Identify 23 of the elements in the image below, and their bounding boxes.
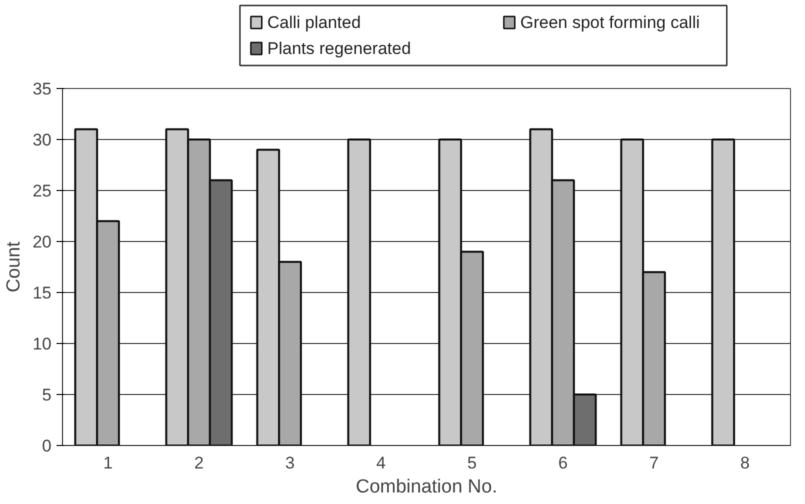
x-tick-label: 1 bbox=[103, 454, 113, 472]
y-tick-label: 35 bbox=[32, 80, 52, 98]
x-tick-label: 5 bbox=[467, 454, 477, 472]
y-tick-label: 15 bbox=[32, 284, 52, 302]
x-tick-label: 2 bbox=[194, 454, 204, 472]
legend-label: Green spot forming calli bbox=[520, 13, 700, 32]
y-tick-label: 5 bbox=[42, 386, 52, 404]
y-tick-label: 30 bbox=[32, 130, 52, 150]
bar bbox=[711, 138, 736, 446]
x-tick-label: 6 bbox=[558, 454, 568, 472]
y-tick-label: 0 bbox=[42, 436, 52, 456]
y-tick-label: 10 bbox=[32, 334, 52, 354]
y-tick-label: 20 bbox=[32, 232, 52, 252]
x-tick-label: 4 bbox=[376, 454, 386, 472]
legend-label: Calli planted bbox=[267, 13, 361, 32]
x-tick-label: 7 bbox=[649, 454, 659, 472]
y-tick-label: 25 bbox=[32, 182, 52, 200]
x-axis-title: Combination No. bbox=[356, 476, 498, 498]
y-axis-title: Count bbox=[4, 240, 25, 292]
legend-label: Plants regenerated bbox=[267, 39, 411, 58]
bar bbox=[347, 138, 372, 446]
x-tick-label: 8 bbox=[740, 454, 750, 472]
x-tick-label: 3 bbox=[285, 454, 295, 472]
